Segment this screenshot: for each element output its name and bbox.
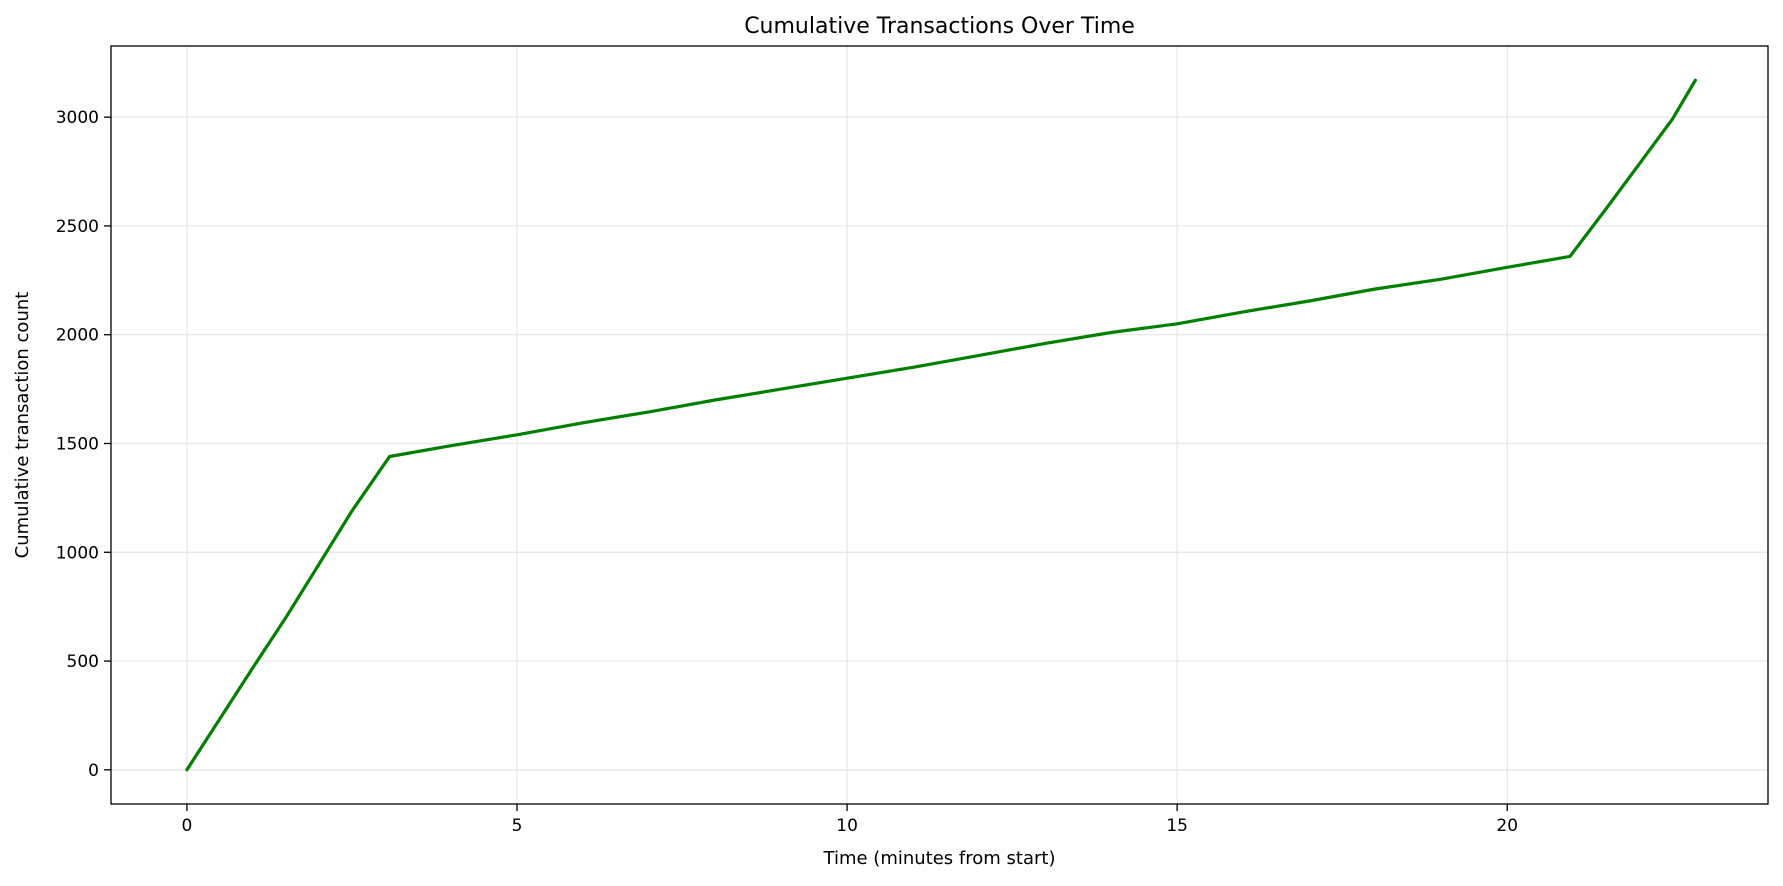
y-tick-label: 500: [67, 652, 99, 672]
x-tick-label: 10: [836, 816, 858, 836]
x-tick-label: 5: [512, 816, 523, 836]
x-tick-label: 20: [1496, 816, 1518, 836]
x-tick-label: 0: [182, 816, 193, 836]
x-axis-label: Time (minutes from start): [823, 848, 1056, 869]
grid: [111, 46, 1768, 804]
ticks: 0 5 10 15 20 0 500 1000 1500 2000 2500 3000: [56, 108, 1518, 836]
y-tick-label: 2000: [56, 326, 99, 346]
y-tick-label: 2500: [56, 217, 99, 237]
y-tick-label: 0: [88, 761, 99, 781]
y-tick-label: 3000: [56, 108, 99, 128]
chart-title: Cumulative Transactions Over Time: [744, 14, 1135, 39]
series-line: [185, 78, 1698, 772]
series-layer: [185, 78, 1698, 772]
y-tick-label: 1000: [56, 543, 99, 563]
x-tick-label: 15: [1166, 816, 1188, 836]
y-axis-label: Cumulative transaction count: [12, 292, 33, 559]
y-tick-label: 1500: [56, 434, 99, 454]
plot-frame: [110, 45, 1769, 805]
